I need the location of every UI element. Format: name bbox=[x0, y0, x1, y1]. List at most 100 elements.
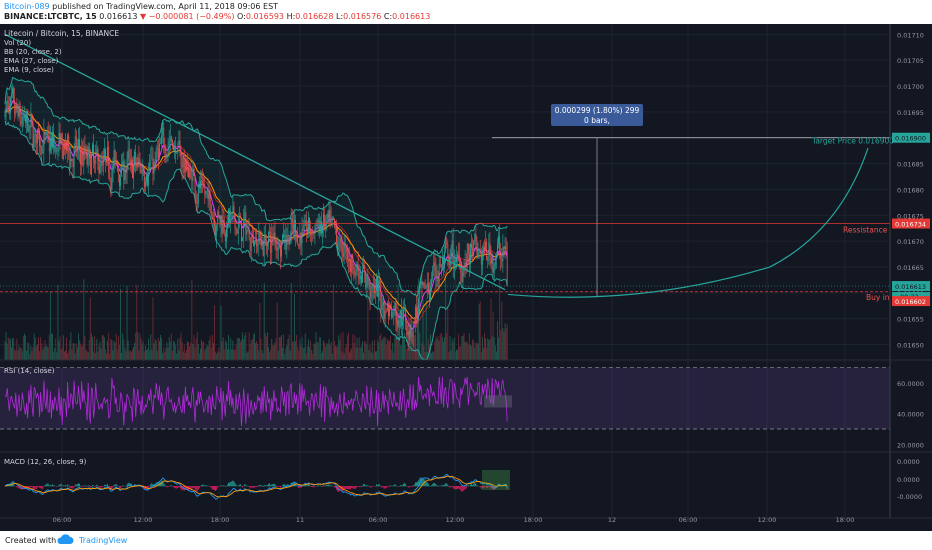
volume-bar bbox=[344, 348, 346, 360]
volume-bar bbox=[177, 338, 179, 360]
macd-histogram-bar bbox=[69, 486, 71, 488]
candle-body bbox=[287, 235, 289, 236]
candle-body bbox=[220, 215, 222, 225]
volume-bar bbox=[50, 333, 52, 360]
volume-bar bbox=[169, 341, 171, 360]
macd-histogram-bar bbox=[296, 485, 297, 487]
candle-body bbox=[247, 230, 249, 232]
bollinger-bands bbox=[4, 76, 508, 361]
candle-body bbox=[400, 309, 402, 326]
volume-bar bbox=[241, 339, 242, 360]
macd-histogram-bar bbox=[308, 484, 309, 487]
candle-body bbox=[314, 225, 316, 234]
candle-body bbox=[83, 146, 85, 166]
macd-histogram-bar bbox=[72, 486, 74, 489]
macd-title: MACD (12, 26, close, 9) bbox=[4, 458, 87, 466]
macd-histogram-bar bbox=[386, 486, 388, 487]
macd-histogram-bar bbox=[71, 486, 73, 489]
macd-histogram-bar bbox=[116, 485, 118, 487]
candle-body bbox=[433, 262, 435, 271]
volume-bar bbox=[340, 332, 342, 360]
volume-bar bbox=[79, 340, 80, 360]
symbol-line: BINANCE:LTCBTC, 15 0.016613 ▼ −0.000081 … bbox=[4, 12, 430, 21]
candle-body bbox=[340, 238, 342, 242]
macd-histogram-bar bbox=[417, 481, 418, 487]
candle-body bbox=[114, 150, 116, 160]
candle-body bbox=[41, 146, 43, 154]
volume-bar bbox=[103, 337, 105, 360]
macd-histogram-bar bbox=[210, 486, 212, 489]
macd-histogram-bar bbox=[327, 484, 329, 487]
volume-bar bbox=[318, 336, 320, 360]
tradingview-link[interactable]: TradingView bbox=[79, 536, 128, 545]
candle-body bbox=[393, 312, 395, 314]
macd-histogram-bar bbox=[321, 486, 322, 487]
macd-histogram-bar bbox=[48, 485, 50, 487]
candle-body bbox=[221, 215, 223, 234]
candle-body bbox=[492, 258, 494, 273]
candle-body bbox=[479, 249, 481, 254]
volume-bar bbox=[49, 291, 51, 360]
candle-body bbox=[469, 253, 470, 265]
macd-histogram-bar bbox=[204, 485, 206, 487]
macd-histogram-bar bbox=[44, 485, 46, 487]
macd-histogram-bar bbox=[262, 486, 264, 487]
author-link[interactable]: Bitcoin-089 bbox=[4, 2, 50, 11]
candle-body bbox=[370, 290, 372, 298]
chart-svg[interactable]: Target Price 0.016900 Ressistance Buy in 0… bbox=[0, 24, 932, 531]
macd-histogram-bar bbox=[74, 484, 76, 487]
volume-bar bbox=[196, 332, 198, 360]
candle-body bbox=[160, 143, 161, 145]
macd-histogram-bar bbox=[244, 483, 246, 487]
volume-bar bbox=[447, 307, 449, 360]
candle-body bbox=[242, 237, 243, 241]
candle-body bbox=[276, 247, 278, 251]
candle-body bbox=[367, 275, 369, 285]
candle-body bbox=[337, 242, 339, 250]
macd-histogram-bar bbox=[195, 486, 197, 491]
volume-bar bbox=[32, 346, 34, 360]
volume-bar bbox=[102, 335, 104, 360]
macd-histogram-bar bbox=[255, 486, 256, 487]
volume-bar bbox=[21, 350, 23, 360]
volume-bar bbox=[204, 350, 206, 360]
macd-histogram-bar bbox=[425, 481, 427, 487]
volume-bar bbox=[426, 351, 428, 360]
volume-bar bbox=[309, 347, 311, 360]
volume-bar bbox=[179, 337, 181, 360]
candle-body bbox=[395, 303, 397, 321]
candle-body bbox=[22, 116, 24, 118]
macd-histogram-bar bbox=[263, 485, 265, 487]
volume-bar bbox=[229, 349, 231, 360]
volume-bar bbox=[295, 341, 296, 360]
volume-bar bbox=[346, 335, 348, 360]
macd-histogram-bar bbox=[163, 482, 165, 487]
candle-body bbox=[62, 142, 64, 159]
trend-line bbox=[4, 33, 506, 291]
volume-bar bbox=[122, 333, 124, 360]
candle-body bbox=[256, 240, 258, 247]
candle-body bbox=[504, 246, 506, 249]
candle-body bbox=[357, 264, 359, 272]
candle-body bbox=[443, 257, 444, 265]
macd-histogram-bar bbox=[444, 484, 445, 487]
volume-bar bbox=[487, 338, 489, 360]
candle-body bbox=[145, 182, 146, 188]
macd-histogram-bar bbox=[345, 486, 347, 489]
macd-histogram-bar bbox=[365, 485, 367, 487]
time-tick-label: 18:00 bbox=[211, 516, 230, 524]
volume-bar bbox=[250, 340, 252, 360]
macd-histogram-bar bbox=[343, 486, 345, 490]
chart-area[interactable]: Target Price 0.016900 Ressistance Buy in 0… bbox=[0, 24, 932, 531]
volume-bar bbox=[200, 348, 201, 360]
candle-body bbox=[272, 235, 274, 237]
candle-body bbox=[462, 268, 464, 283]
candle-body bbox=[282, 234, 283, 241]
volume-bar bbox=[180, 332, 182, 360]
volume-bar bbox=[59, 336, 61, 360]
macd-histogram-bar bbox=[215, 486, 216, 491]
macd-histogram-bar bbox=[316, 485, 318, 487]
candle-body bbox=[79, 139, 80, 150]
volume-bar bbox=[11, 347, 12, 360]
macd-histogram-bar bbox=[355, 486, 357, 489]
